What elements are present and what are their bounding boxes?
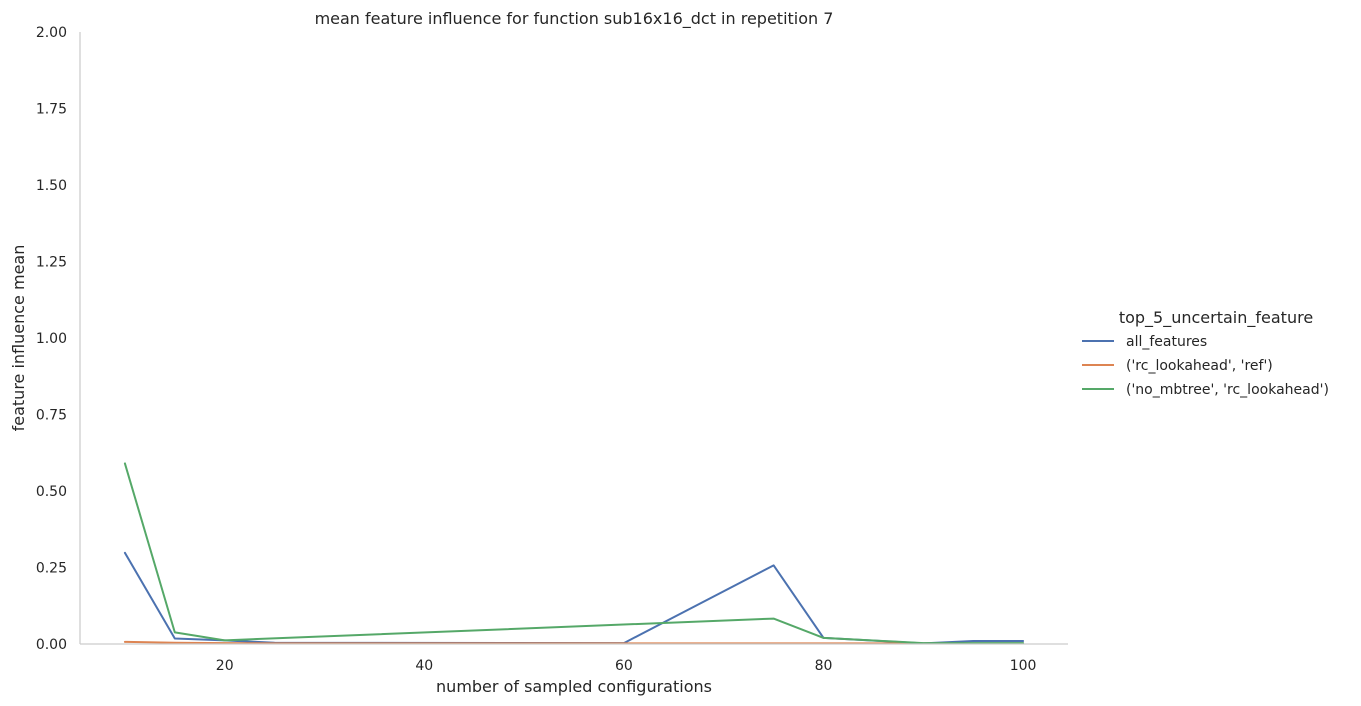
legend-label: ('no_mbtree', 'rc_lookahead') [1126,382,1329,398]
legend-entries: all_features ('rc_lookahead', 'ref') ('no_… [1082,334,1329,398]
legend-title: top_5_uncertain_feature [1119,308,1313,328]
y-tick-label: 1.75 [36,102,67,118]
y-tick-label: 0.50 [36,484,67,500]
legend: top_5_uncertain_feature all_features ('rc… [1082,308,1329,398]
y-tick-label: 0.75 [36,408,67,424]
series-line-no-mbtree-rc-lookahead [123,462,1025,645]
y-tick-labels: 0.00 0.25 0.50 0.75 1.00 1.25 1.50 1.75 2.00 [36,25,67,653]
x-tick-label: 80 [815,658,833,674]
x-tick-label: 40 [415,658,433,674]
series-line-all-features [123,551,1025,645]
y-tick-label: 0.00 [36,637,67,653]
y-tick-label: 1.00 [36,331,67,347]
y-tick-label: 1.50 [36,178,67,194]
chart-title: mean feature influence for function sub1… [315,9,834,29]
x-tick-label: 60 [615,658,633,674]
y-tick-label: 1.25 [36,255,67,271]
legend-label: ('rc_lookahead', 'ref') [1126,358,1273,374]
x-axis-label: number of sampled configurations [436,677,712,696]
y-tick-label: 0.25 [36,561,67,577]
y-axis-label: feature influence mean [9,245,28,432]
y-tick-label: 2.00 [36,25,67,41]
x-tick-label: 20 [216,658,234,674]
x-tick-label: 100 [1010,658,1037,674]
x-tick-labels: 20 40 60 80 100 [216,658,1037,674]
legend-label: all_features [1126,334,1207,350]
plot-lines [123,462,1025,645]
